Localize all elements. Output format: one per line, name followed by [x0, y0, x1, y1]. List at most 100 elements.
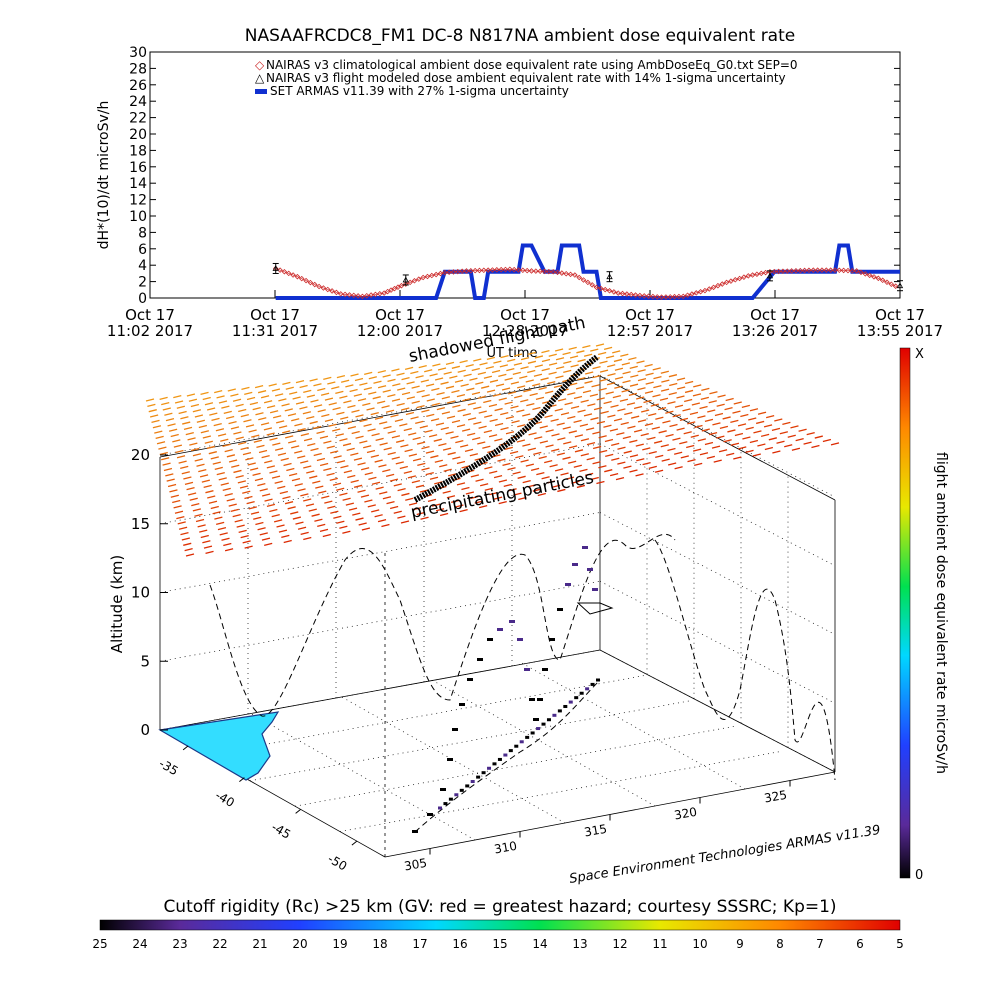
dose-field-dash [506, 368, 515, 372]
dose-field-dash [626, 402, 636, 406]
dose-field-dash [701, 387, 710, 391]
dose-field-dash [255, 412, 264, 416]
dose-field-dash [508, 391, 517, 395]
dose-field-dash [459, 444, 469, 448]
flight-ground-point [448, 797, 453, 801]
dose-field-dash [733, 401, 742, 405]
dose-field-dash [438, 443, 447, 447]
dose-field-dash [183, 542, 192, 546]
dose-field-dash [186, 487, 195, 491]
dose-field-dash [684, 389, 694, 394]
dose-field-dash [345, 384, 354, 388]
dose-field-dash [173, 444, 183, 448]
dose-field-dash [306, 416, 315, 420]
dose-field-dash [420, 379, 430, 383]
bottom-colorbar-label: 24 [132, 937, 147, 951]
dose-field-dash [295, 380, 305, 384]
dose-field-dash [582, 345, 591, 349]
dose-field-dash [221, 405, 230, 409]
dose-field-dash [730, 442, 740, 446]
dose-field-dash [648, 465, 657, 470]
dose-field-dash [466, 387, 475, 391]
dose-field-dash [540, 377, 549, 381]
dose-field-dash [202, 435, 211, 439]
dose-field-dash [279, 490, 289, 495]
dose-field-dash [534, 355, 544, 359]
dose-field-dash [451, 389, 460, 394]
dose-field-dash [760, 433, 770, 437]
dose-field-dash [310, 399, 319, 403]
dose-field-dash [406, 396, 416, 400]
flight-ground-point [519, 740, 524, 744]
dose-field-dash [332, 406, 341, 411]
shadow-paths [209, 533, 836, 833]
dose-field-dash [449, 375, 458, 379]
dose-field-dash [661, 458, 670, 462]
nairas-clim-point [585, 279, 591, 286]
dose-field-dash [488, 434, 498, 438]
dose-field-dash [479, 461, 488, 466]
dose-field-dash [297, 428, 306, 432]
dose-field-dash [313, 452, 322, 457]
dose-field-dash [291, 445, 300, 449]
dose-field-dash [609, 473, 619, 477]
nairas-clim-point [871, 274, 877, 280]
dose-field-dash [640, 433, 649, 437]
dose-field-dash [203, 484, 212, 489]
dose-field-dash [674, 466, 683, 470]
dose-field-dash [173, 395, 182, 399]
dose-field-dash [329, 477, 338, 481]
dose-field-dash [446, 495, 456, 499]
dose-field-dash [571, 480, 580, 484]
dose-field-dash [644, 422, 654, 427]
nairas-clim-point [303, 277, 309, 284]
dose-field-dash [637, 387, 646, 391]
dose-field-dash [427, 498, 437, 503]
dose-field-dash [274, 480, 283, 484]
flight-track-point [592, 588, 598, 591]
right-colorbar-label: flight ambient dose equivalent rate micr… [933, 452, 949, 774]
dose-field-dash [650, 403, 659, 407]
dose-field-dash [706, 455, 716, 460]
dose-field-dash [362, 402, 371, 407]
dose-field-dash [539, 440, 549, 444]
dose-field-dash [690, 434, 699, 438]
dose-field-dash [162, 462, 171, 466]
dose-field-dash [606, 382, 616, 386]
dose-field-dash [461, 486, 470, 491]
dose-field-dash [347, 426, 357, 430]
dose-field-dash [456, 424, 466, 428]
dose-field-dash [180, 465, 189, 470]
dose-field-dash [471, 367, 480, 372]
dose-field-dash [276, 524, 285, 528]
dose-field-dash [370, 411, 379, 416]
dose-field-dash [363, 423, 372, 427]
dose-field-dash [714, 412, 724, 417]
nairas-clim-point [697, 289, 704, 295]
longitude-axis: 305 310 315 320 325 [403, 780, 791, 873]
dose-field-dash [479, 362, 488, 366]
dose-field-dash [526, 402, 535, 407]
dose-field-dash [500, 411, 509, 416]
dose-field-dash [660, 444, 669, 448]
dose-field-dash [226, 498, 235, 502]
dose-field-dash [563, 441, 572, 445]
top-series [272, 243, 904, 300]
dose-field-dash [202, 540, 211, 544]
flight-ground-point [476, 775, 481, 779]
dose-field-dash [313, 383, 322, 387]
grid-line [159, 512, 601, 593]
dose-field-dash [668, 462, 677, 466]
dose-field-dash [764, 446, 774, 451]
dose-field-dash [580, 399, 589, 403]
dose-field-dash [234, 519, 243, 523]
dose-field-dash [387, 393, 396, 398]
dose-field-dash [430, 455, 439, 459]
dose-field-dash [326, 472, 335, 477]
dose-field-dash [709, 391, 718, 395]
dose-field-dash [693, 384, 702, 388]
dose-field-dash [228, 421, 237, 425]
dose-field-dash [232, 513, 241, 518]
dose-field-dash [355, 435, 364, 439]
dose-field-dash [497, 458, 506, 462]
